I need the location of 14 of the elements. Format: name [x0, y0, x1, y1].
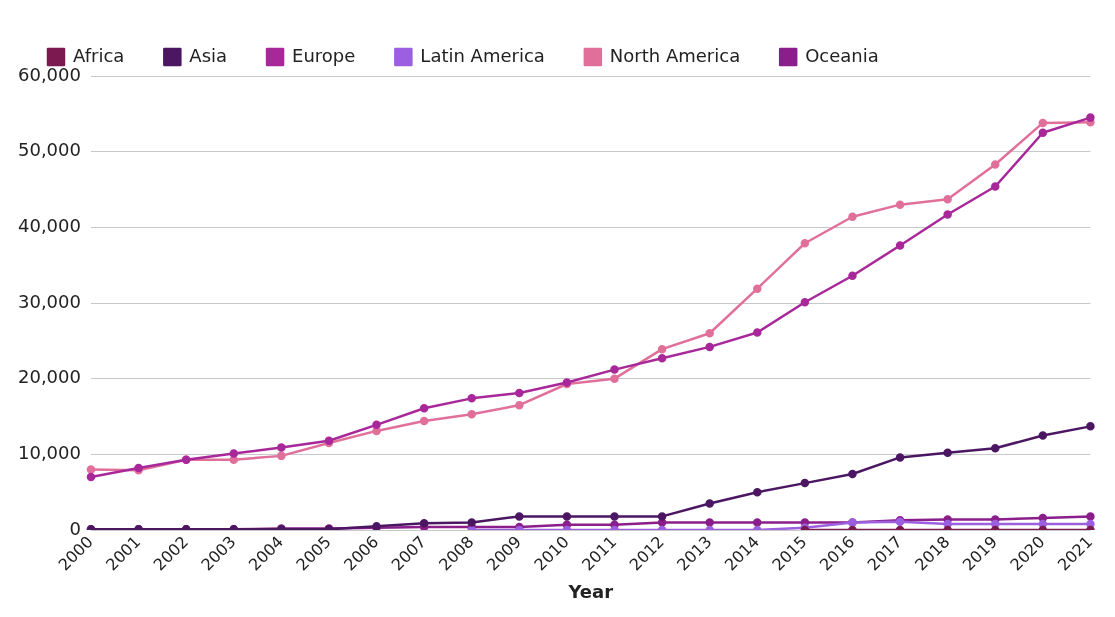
y-tick-label: 40,000 [18, 215, 81, 237]
x-axis-title: Year [567, 580, 614, 602]
legend-label: Asia [189, 44, 228, 66]
legend-label: North America [609, 44, 741, 66]
y-tick-label: 50,000 [18, 139, 81, 161]
y-tick-label: 10,000 [18, 442, 81, 464]
legend-label: Oceania [805, 44, 879, 66]
legend-label: Africa [73, 44, 125, 66]
y-tick-label: 20,000 [18, 366, 81, 388]
y-tick-label: 0 [69, 517, 81, 539]
y-tick-label: 60,000 [18, 63, 81, 85]
legend-label: Latin America [420, 44, 545, 66]
y-tick-label: 30,000 [18, 290, 81, 312]
legend-label: Europe [292, 44, 356, 66]
